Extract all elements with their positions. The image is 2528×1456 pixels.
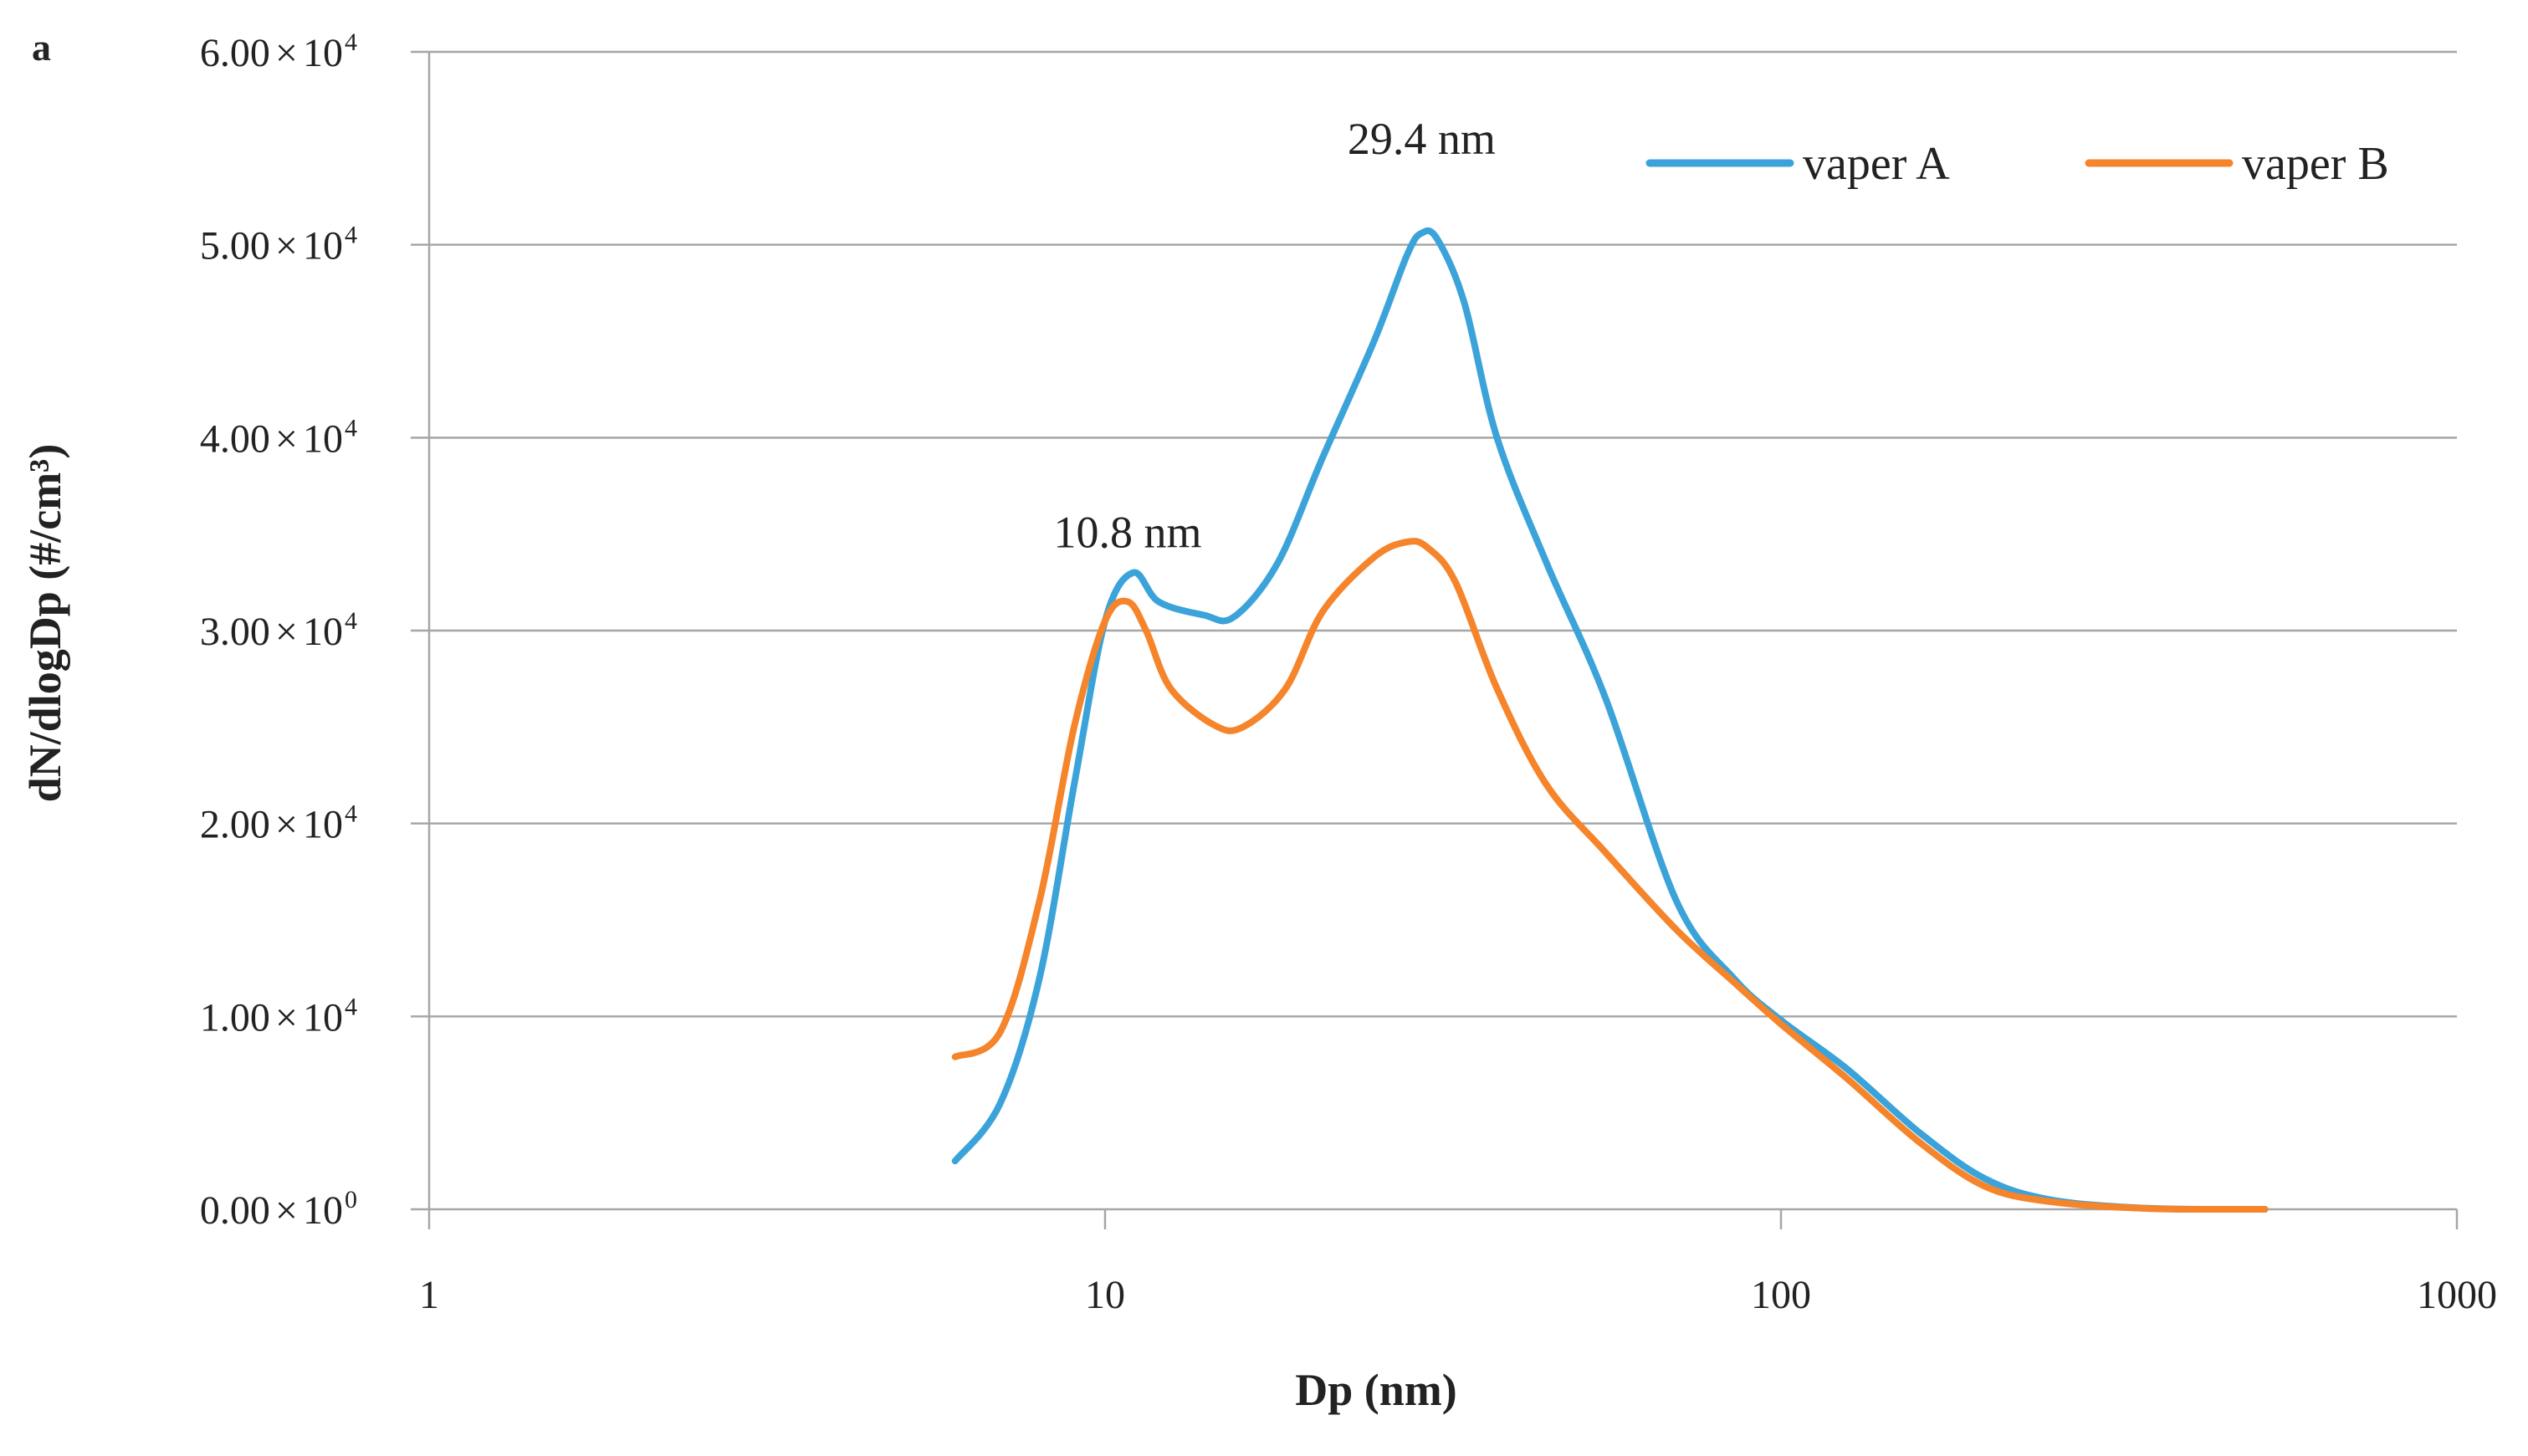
y-tick-mantissa: 4.00 [200, 416, 270, 461]
y-tick-times: × [275, 416, 298, 461]
y-tick-times: × [275, 31, 298, 75]
x-axis-label: Dp (nm) [1295, 1365, 1457, 1415]
y-tick-times: × [275, 224, 298, 268]
y-tick-times: × [275, 610, 298, 654]
y-tick-label-5: 5.00 × 10 [200, 224, 343, 268]
y-tick-label-6: 6.00 × 10 [200, 31, 343, 75]
y-tick-base: 10 [303, 803, 343, 847]
y-tick-mantissa: 1.00 [200, 995, 270, 1040]
y-tick-times: × [275, 803, 298, 847]
y-tick-base: 10 [303, 610, 343, 654]
legend-label-vaper-b: vaper B [2242, 138, 2389, 190]
peak-annotations: 29.4 nm 10.8 nm [1053, 114, 1495, 558]
legend: vaper A vaper B [1645, 138, 2389, 190]
peak-annotation-0: 29.4 nm [1348, 114, 1496, 164]
series-line-vaper-a [951, 227, 2269, 1213]
peak-annotation-1: 10.8 nm [1053, 507, 1201, 557]
y-tick-base: 10 [303, 995, 343, 1040]
y-tick-mantissa: 0.00 [200, 1188, 270, 1233]
y-axis-ticks: 0.00 × 10 01.00 × 10 42.00 × 10 43.00 × 10 44.00 × 10 4… [200, 28, 357, 1233]
series-line-vaper-b [951, 538, 2269, 1213]
y-tick-exponent-5: 4 [345, 222, 357, 249]
y-tick-mantissa: 3.00 [200, 610, 270, 654]
y-tick-mantissa: 5.00 [200, 224, 270, 268]
y-tick-exponent-4: 4 [345, 414, 357, 442]
gridlines [411, 50, 2457, 1211]
series-lines [951, 227, 2269, 1213]
x-tick-label-3: 1000 [2417, 1273, 2497, 1317]
y-tick-label-1: 1.00 × 10 [200, 995, 343, 1040]
x-axis-ticks: 1 10 100 1000 [419, 1209, 2497, 1317]
y-tick-label-0: 0.00 × 10 [200, 1188, 343, 1233]
y-tick-base: 10 [303, 224, 343, 268]
x-tick-label-0: 1 [419, 1273, 439, 1317]
y-tick-times: × [275, 1188, 298, 1233]
y-tick-base: 10 [303, 416, 343, 461]
x-tick-label-2: 100 [1751, 1273, 1811, 1317]
y-tick-mantissa: 6.00 [200, 31, 270, 75]
legend-label-vaper-a: vaper A [1803, 138, 1950, 190]
y-axis-label: dN/dlogDp (#/cm³) [20, 444, 70, 803]
y-tick-times: × [275, 995, 298, 1040]
y-tick-exponent-6: 4 [345, 28, 357, 56]
y-tick-exponent-0: 0 [345, 1186, 357, 1213]
y-tick-label-3: 3.00 × 10 [200, 610, 343, 654]
y-tick-base: 10 [303, 1188, 343, 1233]
y-tick-label-4: 4.00 × 10 [200, 416, 343, 461]
y-tick-base: 10 [303, 31, 343, 75]
x-tick-label-1: 10 [1085, 1273, 1125, 1317]
y-tick-exponent-1: 4 [345, 993, 357, 1020]
panel-label: a [32, 26, 51, 69]
y-tick-exponent-3: 4 [345, 607, 357, 635]
y-tick-mantissa: 2.00 [200, 803, 270, 847]
y-tick-label-2: 2.00 × 10 [200, 803, 343, 847]
y-tick-exponent-2: 4 [345, 800, 357, 828]
